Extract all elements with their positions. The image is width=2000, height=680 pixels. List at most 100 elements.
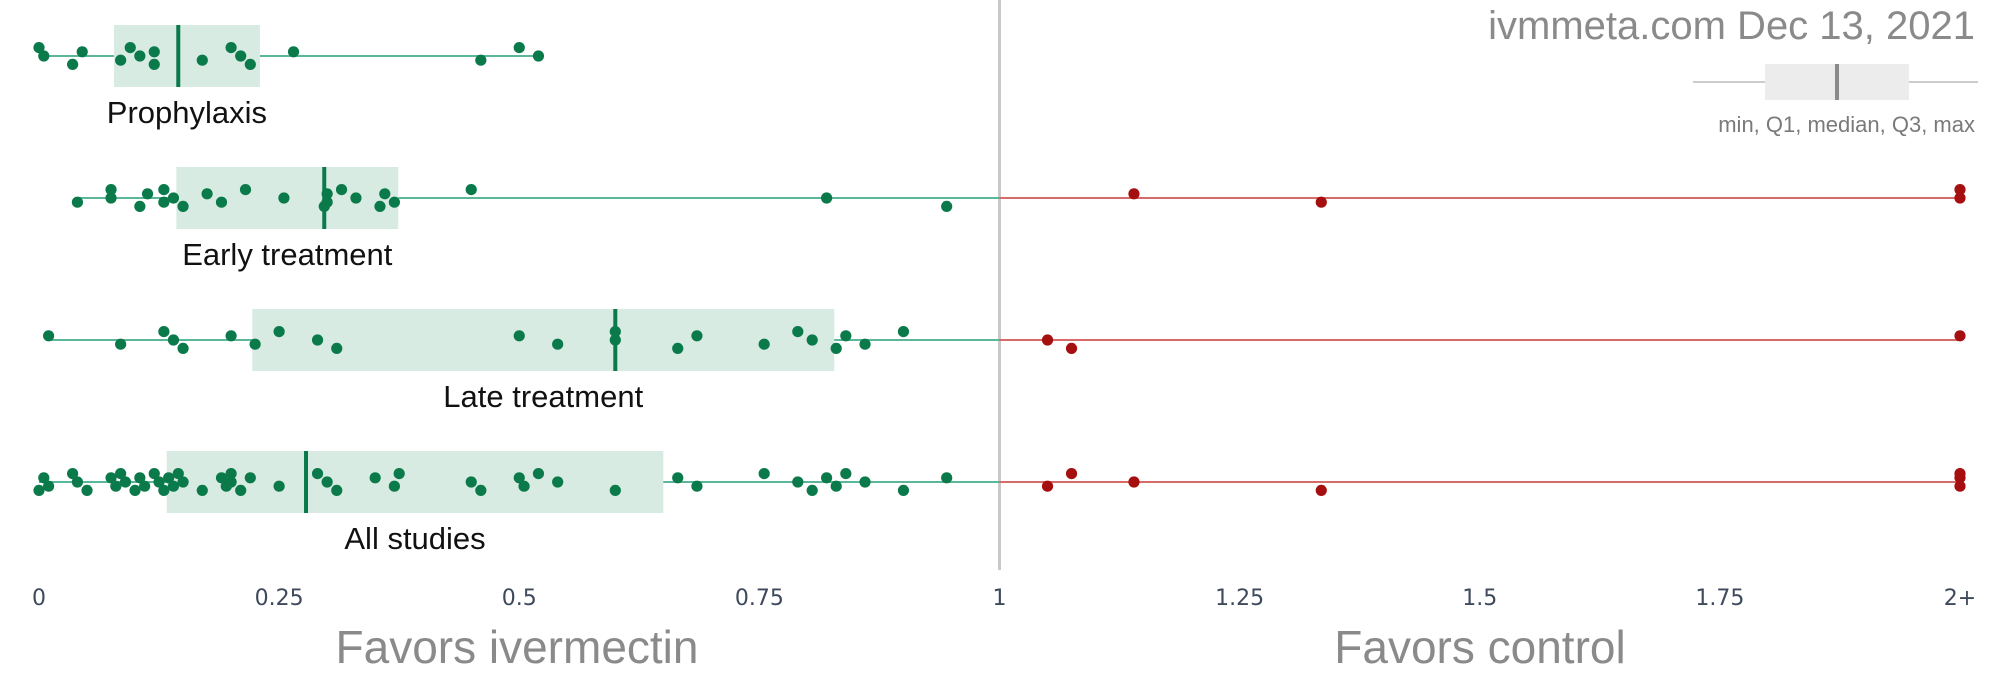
- study-point: [196, 54, 208, 66]
- study-point: [215, 472, 228, 484]
- group-label: Early treatment: [182, 237, 393, 272]
- study-point: [859, 338, 871, 350]
- study-point: [115, 54, 127, 66]
- study-point: [350, 192, 362, 204]
- study-point: [67, 58, 79, 70]
- study-point: [691, 480, 703, 492]
- study-point: [1128, 188, 1140, 200]
- study-point: [201, 188, 213, 200]
- study-point: [672, 472, 684, 484]
- study-point: [830, 480, 842, 492]
- iqr-box: [252, 309, 835, 371]
- study-point: [609, 484, 621, 496]
- study-point: [38, 472, 50, 484]
- iqr-box: [166, 451, 664, 513]
- x-tick-label: 0.5: [502, 586, 537, 611]
- study-point: [76, 46, 88, 58]
- study-point: [1954, 480, 1966, 492]
- study-point: [71, 476, 84, 488]
- study-point: [158, 326, 170, 338]
- study-point: [110, 480, 122, 492]
- study-point: [115, 468, 127, 480]
- study-point: [311, 334, 324, 346]
- study-point: [172, 468, 184, 480]
- study-point: [792, 326, 804, 338]
- study-point: [1065, 342, 1078, 354]
- study-point: [758, 468, 770, 480]
- study-point: [33, 42, 45, 54]
- study-point: [311, 468, 324, 480]
- group-1: Early treatment: [71, 167, 1966, 272]
- x-tick-label: 2+: [1944, 586, 1976, 611]
- study-point: [393, 468, 405, 480]
- study-point: [672, 342, 684, 354]
- study-point: [177, 342, 189, 354]
- study-point: [513, 472, 525, 484]
- study-point: [1954, 184, 1966, 196]
- study-point: [148, 46, 160, 58]
- study-point: [821, 472, 833, 484]
- study-point: [374, 200, 386, 212]
- study-point: [1954, 468, 1966, 480]
- x-tick-label: 1.75: [1695, 586, 1744, 611]
- study-point: [105, 472, 117, 484]
- study-point: [941, 200, 953, 212]
- study-point: [225, 42, 237, 54]
- study-point: [235, 484, 247, 496]
- study-point: [821, 192, 833, 204]
- x-tick-label: 0: [32, 586, 46, 611]
- study-point: [225, 330, 237, 342]
- study-point: [532, 468, 545, 480]
- study-point: [830, 342, 842, 354]
- study-point: [278, 192, 290, 204]
- study-point: [513, 42, 525, 54]
- study-point: [249, 338, 261, 350]
- study-point: [134, 50, 146, 62]
- study-point: [691, 330, 703, 342]
- study-point: [105, 184, 117, 196]
- study-point: [141, 188, 154, 200]
- study-point: [331, 484, 343, 496]
- study-point: [1954, 192, 1966, 204]
- study-point: [148, 468, 160, 480]
- study-point: [388, 196, 400, 208]
- x-tick-label: 1.5: [1462, 586, 1497, 611]
- study-point: [239, 184, 252, 196]
- group-3: All studies: [33, 451, 1966, 556]
- study-point: [897, 484, 910, 496]
- groups-layer: Prophylaxis Early treatment Late treatment…: [33, 25, 1966, 556]
- study-point: [1315, 196, 1327, 208]
- xlabel-favors-control: Favors control: [1334, 621, 1625, 673]
- study-point: [163, 472, 175, 484]
- study-point: [532, 50, 545, 62]
- study-point: [124, 42, 136, 54]
- study-point: [235, 50, 247, 62]
- study-point: [1315, 484, 1327, 496]
- study-point: [43, 330, 55, 342]
- study-point: [115, 338, 127, 350]
- study-point: [81, 484, 93, 496]
- group-0: Prophylaxis: [33, 25, 545, 130]
- study-point: [388, 480, 400, 492]
- study-point: [273, 326, 285, 338]
- group-2: Late treatment: [43, 309, 1966, 414]
- study-point: [1128, 476, 1140, 488]
- study-point: [244, 58, 256, 70]
- study-point: [465, 184, 477, 196]
- study-point: [1065, 468, 1078, 480]
- study-point: [158, 196, 170, 208]
- watermark: ivmmeta.com Dec 13, 2021: [1488, 4, 1975, 48]
- study-point: [158, 184, 170, 196]
- study-point: [167, 480, 180, 492]
- study-point: [552, 476, 564, 488]
- study-point: [105, 192, 117, 204]
- study-point: [148, 58, 160, 70]
- x-tick-label: 0.25: [255, 586, 304, 611]
- study-point: [792, 476, 804, 488]
- study-point: [119, 476, 132, 488]
- study-point: [215, 196, 228, 208]
- study-point: [806, 484, 818, 496]
- study-point: [196, 484, 208, 496]
- group-label: Prophylaxis: [107, 95, 267, 130]
- study-point: [518, 480, 530, 492]
